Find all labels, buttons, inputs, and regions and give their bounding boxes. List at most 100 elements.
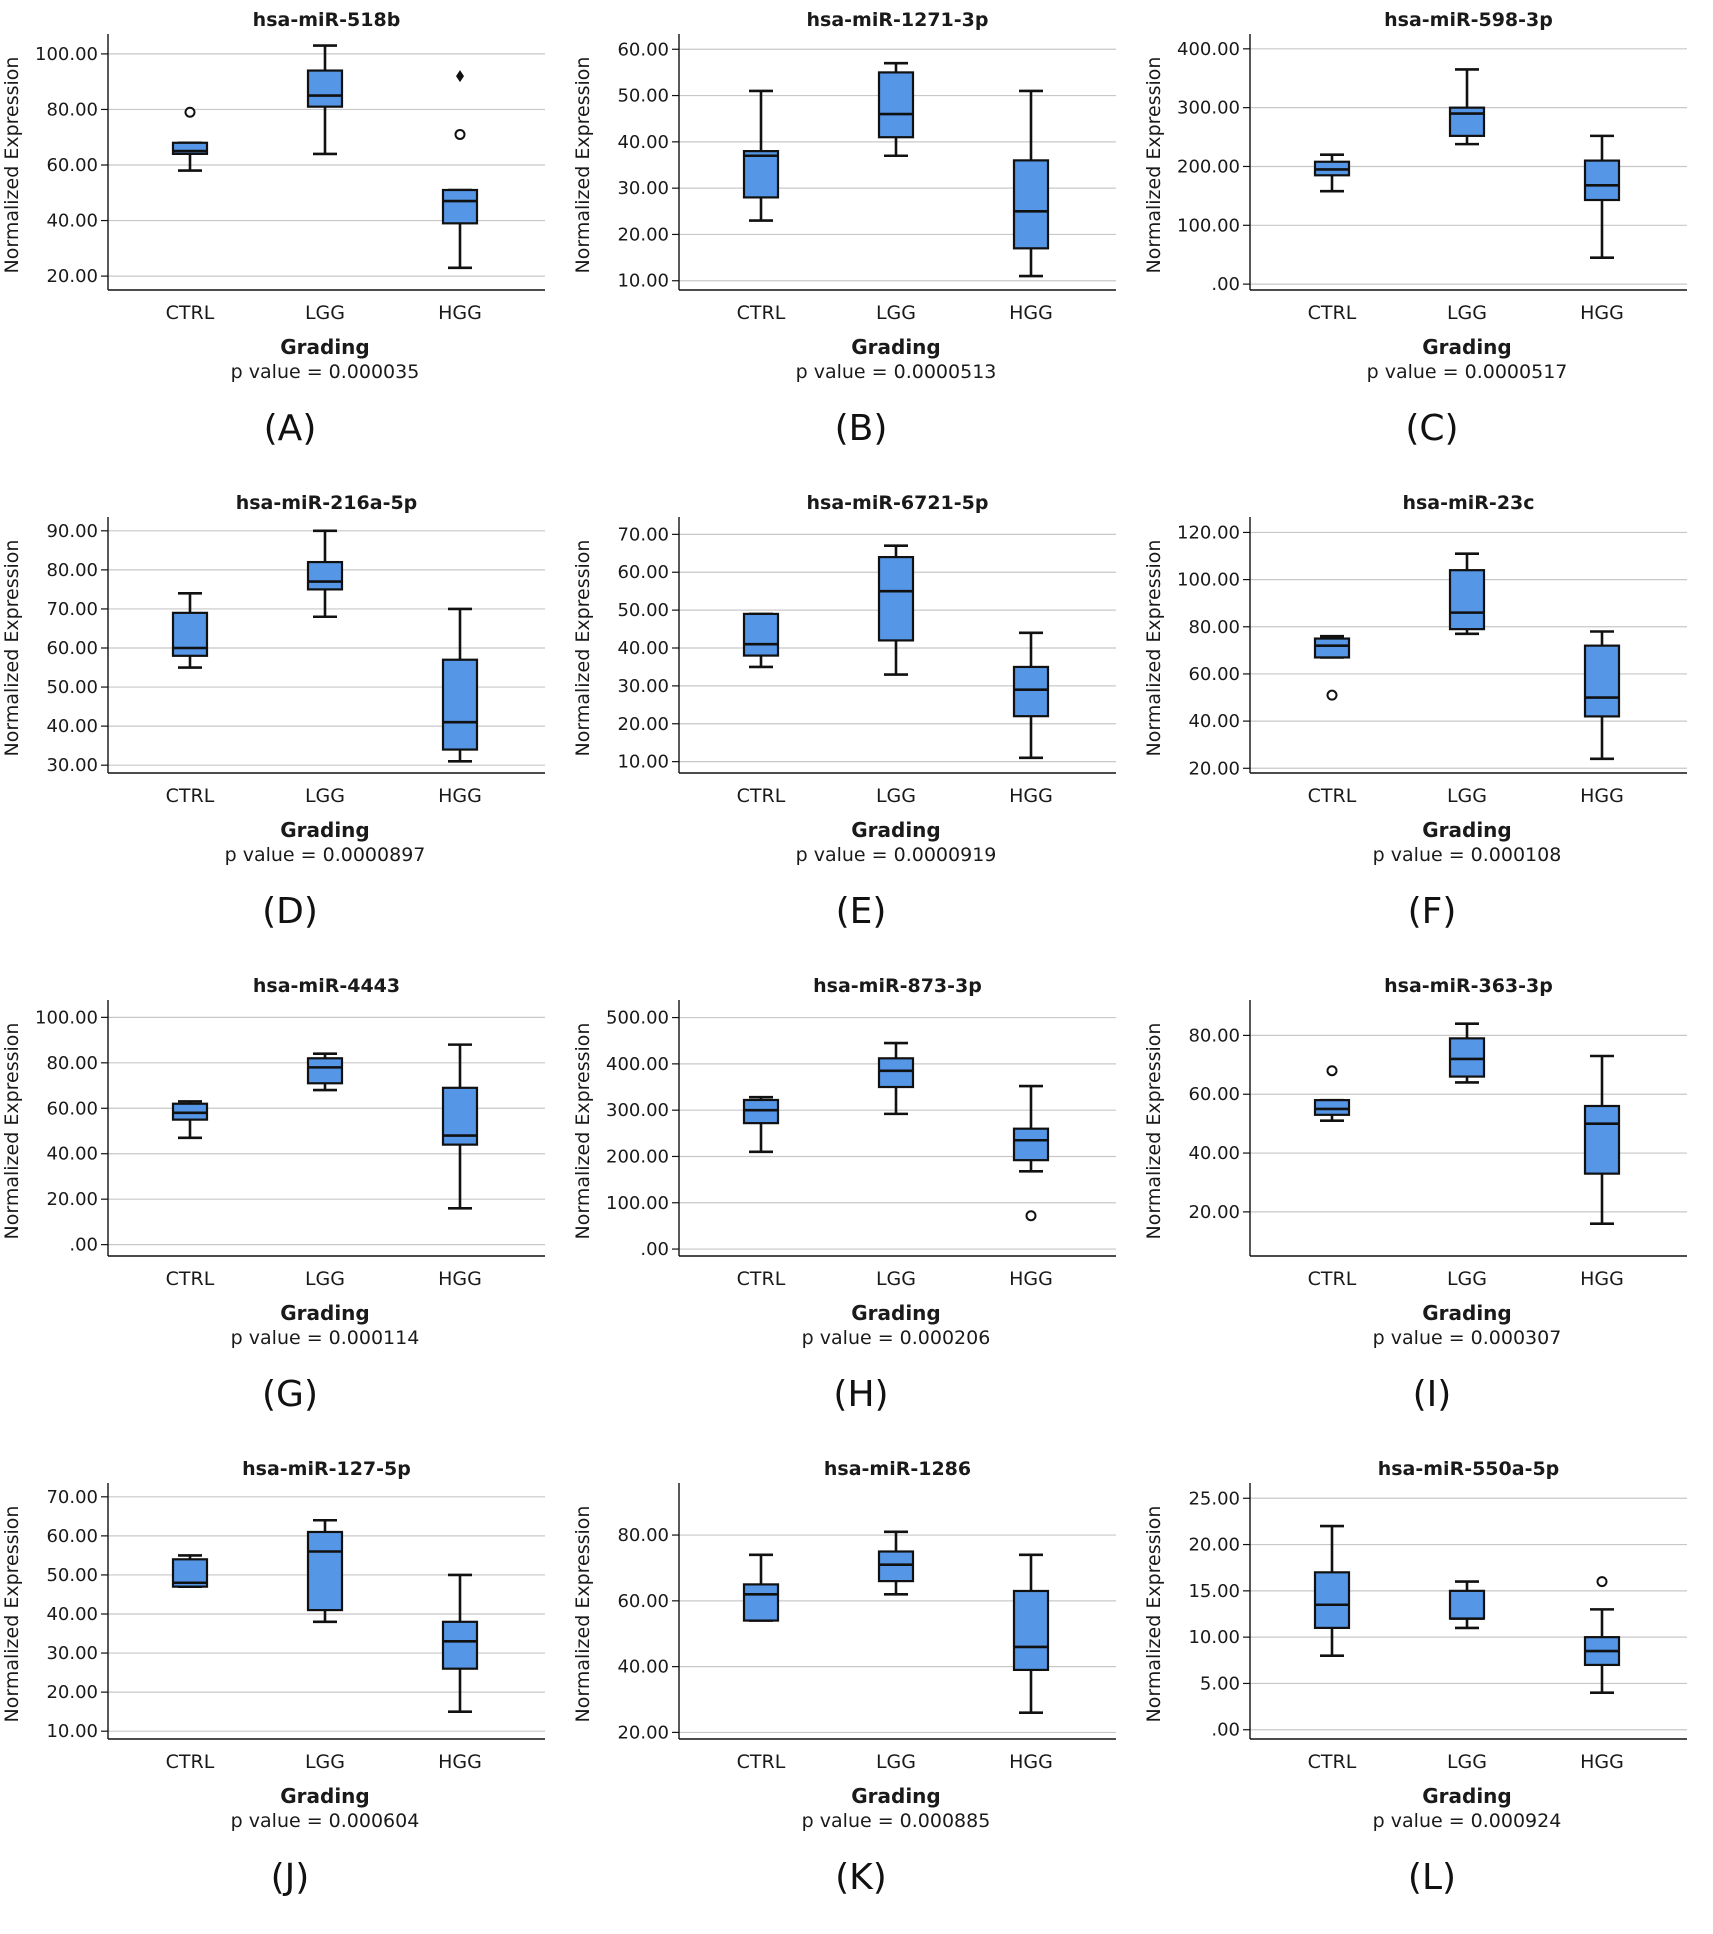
y-tick-label: 20.00 <box>46 266 98 287</box>
box-plot-svg: 20.00 40.00 60.00 80.00 100.00 CTRL LGG HGG hsa-… <box>1 9 545 449</box>
y-tick-label: 100.00 <box>35 1007 98 1028</box>
box-ctrl <box>1313 634 1351 659</box>
box-ctrl <box>742 89 780 222</box>
box-plot-svg: 10.00 20.00 30.00 40.00 50.00 60.00 70.00 CTRL L… <box>572 492 1116 932</box>
box-lgg <box>306 44 344 156</box>
iqr-box <box>1448 569 1486 631</box>
y-tick-label: 25.00 <box>1188 1488 1240 1509</box>
y-tick-label: .00 <box>640 1239 669 1260</box>
iqr-box <box>742 612 780 657</box>
p-value-text: p value = 0.000108 <box>1373 844 1562 866</box>
y-tick-label: 30.00 <box>46 1643 98 1664</box>
y-axis-label: Normalized Expression <box>572 57 594 274</box>
box-hgg <box>1012 89 1050 278</box>
y-tick-label: 60.00 <box>1188 664 1240 685</box>
chart-title: hsa-miR-1271-3p <box>807 9 989 31</box>
y-tick-label: 50.00 <box>617 86 669 107</box>
iqr-box <box>1583 644 1621 718</box>
iqr-box <box>1313 1571 1351 1629</box>
y-tick-label: 60.00 <box>617 1591 669 1612</box>
x-category-label: CTRL <box>166 302 215 324</box>
x-axis-label: Grading <box>280 818 370 842</box>
y-tick-label: 50.00 <box>617 600 669 621</box>
x-category-label: LGG <box>876 1751 916 1773</box>
panel-label: (A) <box>264 408 317 449</box>
x-axis-label: Grading <box>851 1301 941 1325</box>
chart-panel-6: 20.00 40.00 60.00 80.00 100.00 120.00 CTRL LGG H… <box>1142 483 1713 966</box>
y-tick-label: 10.00 <box>617 752 669 773</box>
x-category-label: LGG <box>1447 1268 1487 1290</box>
y-tick-label: 60.00 <box>46 638 98 659</box>
iqr-box <box>877 1550 915 1583</box>
y-tick-label: 10.00 <box>617 271 669 292</box>
y-tick-label: 200.00 <box>1177 156 1240 177</box>
iqr-box <box>1448 1037 1486 1078</box>
chart-panel-8: .00 100.00 200.00 300.00 400.00 500.00 CTRL LGG… <box>571 966 1142 1449</box>
x-category-label: HGG <box>438 302 482 324</box>
box-hgg <box>441 607 479 763</box>
x-category-label: CTRL <box>737 302 786 324</box>
y-axis-label: Normalized Expression <box>1 57 23 274</box>
y-tick-label: .00 <box>1211 274 1240 295</box>
x-category-label: LGG <box>876 785 916 807</box>
iqr-box <box>441 188 479 225</box>
y-tick-label: 40.00 <box>46 716 98 737</box>
panel-label: (F) <box>1408 891 1457 932</box>
y-tick-label: 20.00 <box>617 1722 669 1743</box>
x-category-label: HGG <box>438 785 482 807</box>
panel-label: (G) <box>262 1374 318 1415</box>
box-lgg <box>306 529 344 619</box>
box-ctrl <box>171 592 209 669</box>
chart-title: hsa-miR-363-3p <box>1384 975 1553 997</box>
box-plot-svg: .00 100.00 200.00 300.00 400.00 500.00 CTRL LGG… <box>572 975 1116 1415</box>
panel-label: (D) <box>262 891 318 932</box>
box-ctrl <box>742 1095 780 1154</box>
y-tick-label: 80.00 <box>1188 1025 1240 1046</box>
y-tick-label: 40.00 <box>46 211 98 232</box>
p-value-text: p value = 0.0000517 <box>1367 361 1568 383</box>
y-tick-label: 40.00 <box>617 132 669 153</box>
panel-label: (J) <box>271 1857 310 1898</box>
y-axis-label: Normalized Expression <box>572 540 594 757</box>
y-tick-label: 40.00 <box>46 1144 98 1165</box>
panel-label: (C) <box>1405 408 1458 449</box>
box-lgg <box>306 1518 344 1624</box>
x-axis-label: Grading <box>280 1301 370 1325</box>
box-plot-svg: 10.00 20.00 30.00 40.00 50.00 60.00 CTRL LGG HGG… <box>572 9 1116 449</box>
y-tick-label: 100.00 <box>606 1193 669 1214</box>
p-value-text: p value = 0.000924 <box>1373 1810 1562 1832</box>
panel-label: (E) <box>836 891 887 932</box>
box-ctrl <box>742 612 780 669</box>
y-tick-label: 40.00 <box>617 1657 669 1678</box>
y-tick-label: .00 <box>1211 1720 1240 1741</box>
iqr-box <box>306 1057 344 1085</box>
y-tick-label: 20.00 <box>1188 758 1240 779</box>
y-tick-label: 20.00 <box>46 1189 98 1210</box>
y-tick-label: 80.00 <box>46 1053 98 1074</box>
iqr-box <box>877 71 915 139</box>
x-category-label: HGG <box>438 1751 482 1773</box>
x-category-label: CTRL <box>1308 785 1357 807</box>
box-ctrl <box>171 1554 209 1588</box>
x-category-label: CTRL <box>166 1751 215 1773</box>
y-axis-label: Normalized Expression <box>1143 1506 1165 1723</box>
y-tick-label: 20.00 <box>1188 1202 1240 1223</box>
x-category-label: LGG <box>305 1268 345 1290</box>
outlier-point <box>1025 1210 1037 1222</box>
box-plot-svg: 10.00 20.00 30.00 40.00 50.00 60.00 70.00 CTRL L… <box>1 1458 545 1898</box>
iqr-box <box>1012 665 1050 718</box>
iqr-box <box>742 150 780 199</box>
y-tick-label: 60.00 <box>46 1098 98 1119</box>
x-axis-label: Grading <box>851 1784 941 1808</box>
box-lgg <box>1448 1580 1486 1630</box>
y-tick-label: 100.00 <box>1177 215 1240 236</box>
y-tick-label: 60.00 <box>617 39 669 60</box>
box-ctrl <box>1313 153 1351 193</box>
iqr-box <box>1012 1127 1050 1162</box>
y-tick-label: 20.00 <box>46 1682 98 1703</box>
iqr-box <box>1583 1104 1621 1175</box>
box-ctrl <box>1313 1098 1351 1123</box>
iqr-box <box>1448 1589 1486 1620</box>
box-hgg <box>441 188 479 270</box>
box-lgg <box>1448 552 1486 636</box>
